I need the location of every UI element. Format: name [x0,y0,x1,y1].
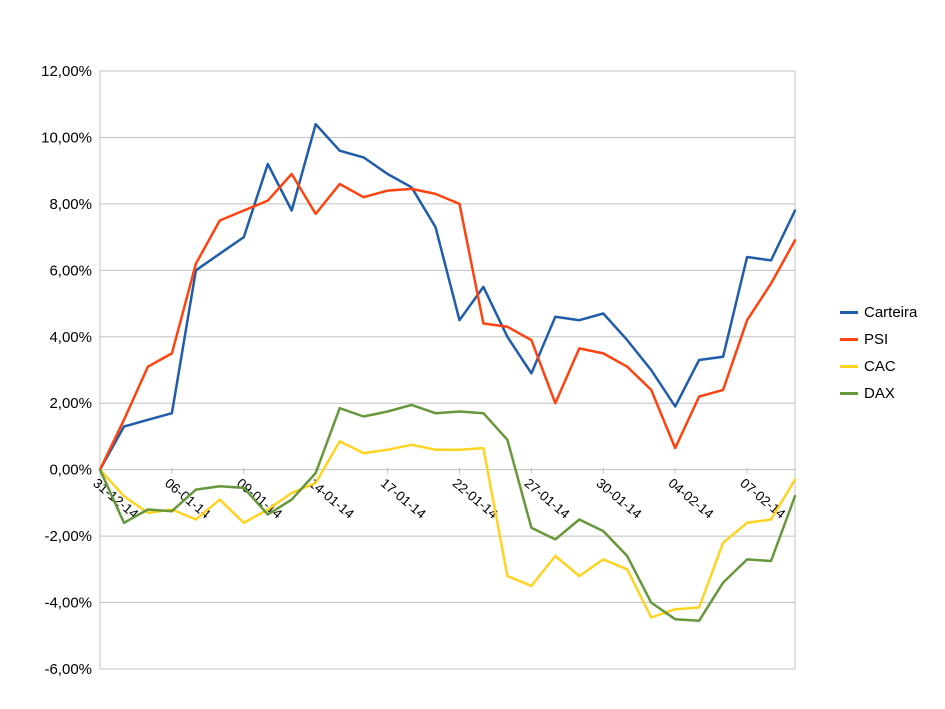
svg-text:2,00%: 2,00% [49,395,92,412]
legend-item-carteira: Carteira [840,303,917,321]
svg-text:14-01-14: 14-01-14 [306,475,357,522]
legend-item-dax: DAX [840,384,917,402]
svg-text:8,00%: 8,00% [49,196,92,213]
legend-label-psi: PSI [864,330,889,348]
svg-text:30-01-14: 30-01-14 [593,475,644,522]
legend-marker-cac [840,364,858,368]
svg-text:-6,00%: -6,00% [44,661,92,678]
legend-marker-carteira [840,310,858,314]
svg-text:31-12-14: 31-12-14 [90,475,141,522]
legend-item-cac: CAC [840,357,917,375]
svg-text:12,00%: 12,00% [41,63,92,80]
legend-marker-dax [840,391,858,395]
svg-text:-2,00%: -2,00% [44,528,92,545]
svg-text:17-01-14: 17-01-14 [378,475,429,522]
svg-text:10,00%: 10,00% [41,129,92,146]
svg-text:-4,00%: -4,00% [44,595,92,612]
svg-text:27-01-14: 27-01-14 [522,475,573,522]
svg-text:0,00%: 0,00% [49,462,92,479]
legend-item-psi: PSI [840,330,917,348]
svg-text:07-02-14: 07-02-14 [737,475,788,522]
legend-marker-psi [840,337,858,341]
legend-label-carteira: Carteira [864,303,918,321]
svg-text:04-02-14: 04-02-14 [665,475,716,522]
chart-legend: Carteira PSI CAC DAX [840,303,917,411]
svg-text:4,00%: 4,00% [49,329,92,346]
legend-label-cac: CAC [864,357,896,375]
legend-label-dax: DAX [864,384,895,402]
svg-text:6,00%: 6,00% [49,262,92,279]
